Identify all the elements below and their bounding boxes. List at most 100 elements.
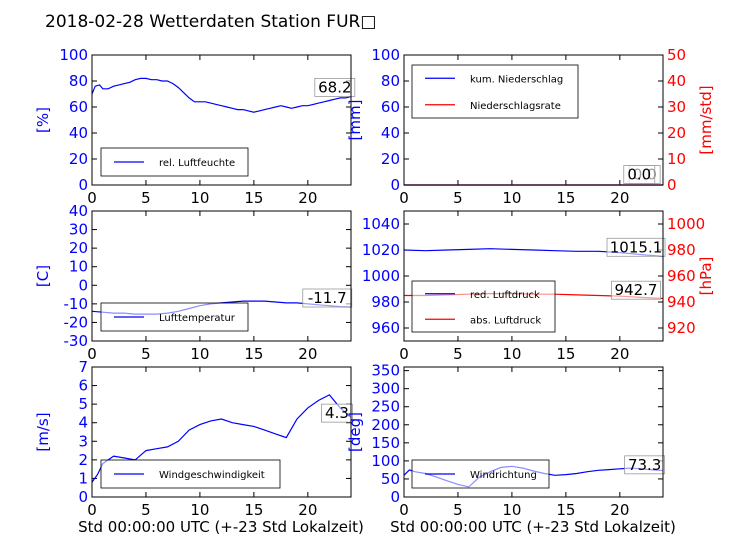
x-tick-label: 0	[87, 189, 97, 207]
value-annotation-box	[321, 403, 353, 423]
x-tick-label: 20	[610, 345, 629, 363]
y-tick-label: 100	[59, 46, 88, 64]
y-tick-label: 5	[78, 395, 88, 413]
y-tick-label: 40	[69, 202, 88, 220]
y-axis-label: [m/s]	[34, 412, 52, 451]
series-line	[91, 394, 352, 483]
x-tick-label: 10	[502, 345, 521, 363]
y2-tick-label: 40	[667, 72, 686, 90]
y2-tick-label: 960	[667, 267, 696, 285]
x-axis-label-left: Std 00:00:00 UTC (+-23 Std Lokalzeit)	[78, 518, 364, 536]
legend-label: Niederschlagsrate	[470, 101, 561, 112]
y-tick-label: 350	[371, 362, 400, 380]
y-tick-label: 980	[371, 293, 400, 311]
y-axis-label: [mm]	[346, 100, 364, 141]
y-tick-label: 300	[371, 380, 400, 398]
x-tick-label: 5	[453, 501, 463, 519]
y-tick-label: 1	[78, 469, 88, 487]
value-annotation-box	[606, 237, 666, 257]
y-tick-label: 0	[78, 276, 88, 294]
y-tick-label: 100	[371, 46, 400, 64]
y-tick-label: 0	[390, 176, 400, 194]
x-tick-label: 15	[556, 189, 575, 207]
legend-label: Lufttemperatur	[159, 313, 236, 324]
y2-axis-label: [mm/std]	[697, 85, 715, 154]
plot-frame	[91, 366, 352, 498]
x-tick-label: 15	[244, 189, 263, 207]
x-tick-label: 20	[298, 501, 317, 519]
x-tick-label: 0	[87, 501, 97, 519]
x-tick-label: 5	[453, 189, 463, 207]
x-tick-label: 10	[190, 345, 209, 363]
y-tick-label: 0	[78, 176, 88, 194]
x-axis-label-right: Std 00:00:00 UTC (+-23 Std Lokalzeit)	[390, 518, 676, 536]
y2-tick-label: 920	[667, 319, 696, 337]
y-tick-label: 50	[381, 470, 400, 488]
x-tick-label: 0	[399, 501, 409, 519]
y-tick-label: 960	[371, 319, 400, 337]
panel-winddirection: 0 5 10 15 20050100150200250300350[deg]73.3Wi…	[346, 362, 666, 519]
value-annotation-box	[314, 78, 356, 97]
legend-label: rel. Luftfeuchte	[159, 158, 235, 169]
y-tick-label: 0	[78, 488, 88, 506]
legend-label: kum. Niederschlag	[470, 74, 563, 85]
panel-humidity: 0 5 10 15 20 0 20 40 60 80 100 [%] 68.2 rel. Luftfeuc…	[34, 46, 356, 207]
value-annotation: -11.7	[308, 289, 347, 307]
value-annotation-box	[623, 165, 656, 184]
y-tick-label: 80	[381, 72, 400, 90]
value-annotation: 73.3	[628, 456, 661, 474]
legend-label: red. Luftdruck	[470, 290, 540, 301]
y-tick-label: 100	[371, 452, 400, 470]
y2-tick-label: 0	[667, 176, 677, 194]
value-annotation-box	[302, 288, 353, 308]
x-tick-label: 20	[298, 345, 317, 363]
legend-label: Windgeschwindigkeit	[159, 470, 265, 481]
y-tick-label: 200	[371, 416, 400, 434]
y-axis-label: [%]	[34, 107, 52, 133]
x-tick-label: 5	[453, 345, 463, 363]
plot-frame	[403, 366, 664, 498]
x-tick-label: 15	[556, 345, 575, 363]
x-tick-label: 10	[190, 501, 209, 519]
series-line	[91, 77, 352, 113]
y-tick-label: 60	[381, 98, 400, 116]
x-tick-label: 10	[190, 189, 209, 207]
figure-title: 2018-02-28 Wetterdaten Station FUR□	[45, 12, 376, 32]
legend-label: Windrichtung	[470, 470, 537, 481]
y-tick-label: 1040	[362, 215, 400, 233]
y-tick-label: 6	[78, 377, 88, 395]
x-tick-label: 5	[141, 501, 151, 519]
x-tick-label: 20	[298, 189, 317, 207]
value-annotation: 1015.1	[610, 238, 663, 256]
x-tick-label: 0	[87, 345, 97, 363]
value-annotation: 68.2	[318, 78, 351, 96]
y-tick-label: 60	[69, 98, 88, 116]
y-tick-label: -10	[64, 295, 89, 313]
y-tick-label: -20	[64, 313, 89, 331]
plot-frame	[91, 210, 352, 342]
panel-precipitation: 0 5 10 15 20 0 20 40 60 80 100 0 10 20 30 40 50 [mm] [mm/s…	[346, 46, 715, 207]
x-tick-label: 0	[399, 345, 409, 363]
plot-frame	[403, 210, 664, 342]
y2-tick-label: 20	[667, 124, 686, 142]
y2-tick-label: 980	[667, 241, 696, 259]
y2-tick-label: 940	[667, 293, 696, 311]
value-annotation: 0.0	[627, 166, 651, 184]
y2-tick-label: 50	[667, 46, 686, 64]
panel-temperature: 0 5 10 15 20-30-20-10010203040[C]-11.7Luftte…	[34, 202, 353, 363]
y2-tick-label: 10	[667, 150, 686, 168]
x-tick-label: 15	[244, 501, 263, 519]
x-tick-label: 5	[141, 345, 151, 363]
y-tick-label: 20	[69, 239, 88, 257]
value-annotation: 4.3	[325, 404, 349, 422]
y-tick-label: 7	[78, 358, 88, 376]
y-axis-label: [C]	[34, 265, 52, 287]
y-tick-label: 20	[381, 150, 400, 168]
y-tick-label: 150	[371, 434, 400, 452]
y-tick-label: 250	[371, 398, 400, 416]
y2-axis-label: [hPa]	[697, 257, 715, 296]
legend-box	[411, 280, 556, 333]
x-tick-label: 10	[502, 501, 521, 519]
y-tick-label: 20	[69, 150, 88, 168]
